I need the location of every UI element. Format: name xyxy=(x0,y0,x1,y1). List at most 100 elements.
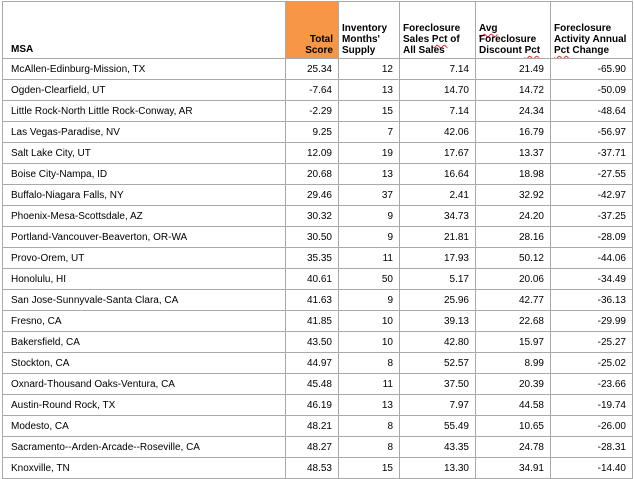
cell-avg-discount: 34.91 xyxy=(475,457,551,479)
cell-total-score: -7.64 xyxy=(285,79,339,101)
cell-msa: Salt Lake City, UT xyxy=(2,142,286,164)
table-row: Bakersfield, CA 43.50 10 42.80 15.97 -25.27 xyxy=(2,331,633,353)
cell-total-score: 29.46 xyxy=(285,184,339,206)
cell-foreclosure-sales: 37.50 xyxy=(399,373,476,395)
cell-foreclosure-sales: 17.67 xyxy=(399,142,476,164)
table-row: Knoxville, TN 48.53 15 13.30 34.91 -14.40 xyxy=(2,457,633,479)
cell-inventory: 8 xyxy=(338,352,400,374)
cell-avg-discount: 32.92 xyxy=(475,184,551,206)
cell-msa: Little Rock-North Little Rock-Conway, AR xyxy=(2,100,286,122)
header-fc-sales-pct: Pct xyxy=(431,34,448,45)
cell-msa: Sacramento--Arden-Arcade--Roseville, CA xyxy=(2,436,286,458)
cell-avg-discount: 16.79 xyxy=(475,121,551,143)
header-foreclosure-sales: Foreclosure Sales Pct of All Sales xyxy=(399,1,476,59)
table-row: Salt Lake City, UT 12.09 19 17.67 13.37 -37.7… xyxy=(2,142,633,164)
cell-activity-change: -28.09 xyxy=(550,226,633,248)
cell-msa: Austin-Round Rock, TX xyxy=(2,394,286,416)
cell-inventory: 8 xyxy=(338,415,400,437)
cell-msa: Oxnard-Thousand Oaks-Ventura, CA xyxy=(2,373,286,395)
cell-avg-discount: 50.12 xyxy=(475,247,551,269)
cell-activity-change: -36.13 xyxy=(550,289,633,311)
cell-activity-change: -26.00 xyxy=(550,415,633,437)
table-row: Buffalo-Niagara Falls, NY 29.46 37 2.41 32.9… xyxy=(2,184,633,206)
cell-inventory: 11 xyxy=(338,247,400,269)
cell-foreclosure-sales: 34.73 xyxy=(399,205,476,227)
cell-activity-change: -65.90 xyxy=(550,58,633,80)
cell-inventory: 13 xyxy=(338,394,400,416)
cell-avg-discount: 22.68 xyxy=(475,310,551,332)
table-row: Stockton, CA 44.97 8 52.57 8.99 -25.02 xyxy=(2,352,633,374)
cell-activity-change: -25.02 xyxy=(550,352,633,374)
cell-avg-discount: 20.06 xyxy=(475,268,551,290)
header-avg-word: Avg xyxy=(479,23,498,34)
cell-foreclosure-sales: 42.06 xyxy=(399,121,476,143)
cell-msa: Phoenix-Mesa-Scottsdale, AZ xyxy=(2,205,286,227)
cell-activity-change: -48.64 xyxy=(550,100,633,122)
cell-foreclosure-sales: 55.49 xyxy=(399,415,476,437)
table-body: McAllen-Edinburg-Mission, TX 25.34 12 7.14 2… xyxy=(2,58,633,479)
cell-msa: Buffalo-Niagara Falls, NY xyxy=(2,184,286,206)
header-avg-mid: Foreclosure Discount xyxy=(479,34,537,56)
cell-inventory: 9 xyxy=(338,205,400,227)
cell-foreclosure-sales: 43.35 xyxy=(399,436,476,458)
cell-msa: Fresno, CA xyxy=(2,310,286,332)
cell-msa: Las Vegas-Paradise, NV xyxy=(2,121,286,143)
header-avg-pct: Pct xyxy=(524,45,541,56)
cell-activity-change: -37.25 xyxy=(550,205,633,227)
cell-total-score: 46.19 xyxy=(285,394,339,416)
cell-foreclosure-sales: 14.70 xyxy=(399,79,476,101)
cell-total-score: 44.97 xyxy=(285,352,339,374)
cell-foreclosure-sales: 13.30 xyxy=(399,457,476,479)
cell-avg-discount: 15.97 xyxy=(475,331,551,353)
cell-activity-change: -34.49 xyxy=(550,268,633,290)
cell-inventory: 10 xyxy=(338,331,400,353)
cell-inventory: 12 xyxy=(338,58,400,80)
table-header: MSA Total Score Inventory Months' Supply… xyxy=(2,1,633,59)
cell-msa: Honolulu, HI xyxy=(2,268,286,290)
cell-inventory: 13 xyxy=(338,79,400,101)
table-row: Las Vegas-Paradise, NV 9.25 7 42.06 16.79 -56… xyxy=(2,121,633,143)
table-row: McAllen-Edinburg-Mission, TX 25.34 12 7.14 2… xyxy=(2,58,633,80)
cell-inventory: 50 xyxy=(338,268,400,290)
table-row: Boise City-Nampa, ID 20.68 13 16.64 18.98 -27… xyxy=(2,163,633,185)
header-fc-sales-post: of All Sales xyxy=(403,34,460,56)
header-activity-post: Change xyxy=(569,45,610,56)
cell-activity-change: -56.97 xyxy=(550,121,633,143)
cell-activity-change: -44.06 xyxy=(550,247,633,269)
cell-inventory: 15 xyxy=(338,457,400,479)
cell-foreclosure-sales: 25.96 xyxy=(399,289,476,311)
cell-avg-discount: 28.16 xyxy=(475,226,551,248)
cell-total-score: 48.53 xyxy=(285,457,339,479)
cell-total-score: 41.85 xyxy=(285,310,339,332)
table-row: Little Rock-North Little Rock-Conway, AR… xyxy=(2,100,633,122)
cell-msa: Bakersfield, CA xyxy=(2,331,286,353)
table-row: Ogden-Clearfield, UT -7.64 13 14.70 14.72 -50… xyxy=(2,79,633,101)
cell-total-score: -2.29 xyxy=(285,100,339,122)
cell-total-score: 25.34 xyxy=(285,58,339,80)
cell-avg-discount: 8.99 xyxy=(475,352,551,374)
cell-activity-change: -19.74 xyxy=(550,394,633,416)
table-row: Provo-Orem, UT 35.35 11 17.93 50.12 -44.06 xyxy=(2,247,633,269)
cell-foreclosure-sales: 16.64 xyxy=(399,163,476,185)
cell-total-score: 35.35 xyxy=(285,247,339,269)
cell-total-score: 12.09 xyxy=(285,142,339,164)
header-fc-sales-pre: Foreclosure Sales xyxy=(403,23,461,45)
cell-inventory: 9 xyxy=(338,289,400,311)
table-row: Portland-Vancouver-Beaverton, OR-WA 30.50… xyxy=(2,226,633,248)
cell-msa: McAllen-Edinburg-Mission, TX xyxy=(2,58,286,80)
table-row: Oxnard-Thousand Oaks-Ventura, CA 45.48 11 3… xyxy=(2,373,633,395)
cell-foreclosure-sales: 2.41 xyxy=(399,184,476,206)
cell-foreclosure-sales: 39.13 xyxy=(399,310,476,332)
cell-total-score: 20.68 xyxy=(285,163,339,185)
cell-inventory: 7 xyxy=(338,121,400,143)
cell-avg-discount: 10.65 xyxy=(475,415,551,437)
cell-msa: Modesto, CA xyxy=(2,415,286,437)
cell-total-score: 43.50 xyxy=(285,331,339,353)
cell-foreclosure-sales: 7.14 xyxy=(399,58,476,80)
table-row: Honolulu, HI 40.61 50 5.17 20.06 -34.49 xyxy=(2,268,633,290)
cell-total-score: 40.61 xyxy=(285,268,339,290)
table-row: Fresno, CA 41.85 10 39.13 22.68 -29.99 xyxy=(2,310,633,332)
cell-msa: Stockton, CA xyxy=(2,352,286,374)
table-row: Phoenix-Mesa-Scottsdale, AZ 30.32 9 34.73 24… xyxy=(2,205,633,227)
cell-foreclosure-sales: 17.93 xyxy=(399,247,476,269)
